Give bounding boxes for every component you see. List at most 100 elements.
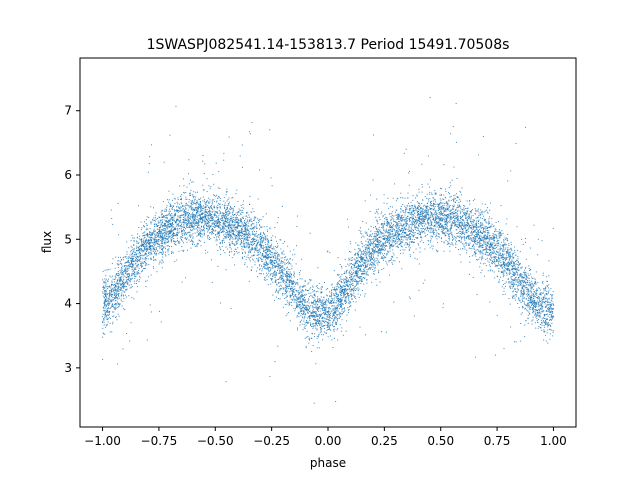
scatter-point	[229, 212, 231, 214]
scatter-point	[168, 230, 170, 232]
scatter-point	[191, 213, 193, 215]
scatter-point	[432, 229, 434, 231]
scatter-point	[400, 216, 402, 218]
scatter-point	[526, 295, 528, 297]
scatter-point	[436, 226, 438, 228]
scatter-point	[428, 210, 430, 212]
scatter-point	[192, 218, 194, 220]
scatter-point	[285, 297, 287, 299]
scatter-point	[383, 229, 385, 231]
scatter-point	[490, 239, 492, 241]
scatter-point	[522, 293, 524, 295]
scatter-point	[548, 289, 550, 291]
scatter-point	[538, 312, 540, 314]
scatter-point	[529, 312, 531, 314]
scatter-point	[304, 280, 306, 282]
scatter-point	[365, 222, 367, 224]
scatter-point	[200, 209, 202, 211]
scatter-point	[458, 240, 460, 242]
scatter-point	[544, 295, 546, 297]
scatter-point	[200, 218, 202, 220]
scatter-point	[374, 249, 376, 251]
scatter-point	[312, 316, 314, 318]
scatter-point	[192, 223, 194, 225]
scatter-point	[173, 197, 175, 199]
scatter-point	[527, 306, 529, 308]
scatter-point	[105, 307, 106, 309]
scatter-point	[541, 306, 543, 308]
scatter-point	[257, 267, 259, 269]
scatter-point	[520, 292, 522, 294]
scatter-point	[132, 271, 134, 273]
scatter-point	[501, 230, 503, 232]
scatter-point	[315, 313, 317, 315]
scatter-point	[381, 224, 383, 226]
scatter-point	[419, 220, 421, 222]
scatter-point	[192, 233, 194, 235]
scatter-point	[187, 249, 189, 251]
scatter-point	[501, 253, 503, 255]
scatter-point	[370, 263, 372, 265]
scatter-point	[102, 358, 104, 360]
scatter-point	[513, 268, 515, 270]
scatter-point	[313, 311, 314, 313]
scatter-point	[535, 302, 537, 304]
scatter-point	[439, 207, 441, 208]
scatter-point	[160, 321, 162, 323]
scatter-point	[429, 231, 431, 233]
scatter-point	[347, 263, 349, 265]
scatter-point	[308, 282, 310, 284]
scatter-point	[319, 300, 321, 302]
scatter-point	[198, 221, 200, 223]
scatter-point	[437, 217, 439, 219]
scatter-point	[235, 238, 237, 240]
scatter-point	[525, 309, 527, 311]
scatter-point	[504, 263, 506, 265]
scatter-point	[522, 295, 524, 297]
scatter-point	[523, 289, 525, 291]
scatter-point	[534, 304, 536, 306]
scatter-point	[372, 233, 374, 235]
scatter-point	[402, 234, 404, 236]
scatter-point	[438, 222, 440, 224]
scatter-point	[334, 289, 336, 291]
scatter-point	[383, 202, 385, 204]
scatter-point	[549, 319, 551, 321]
scatter-point	[333, 314, 335, 316]
scatter-point	[528, 305, 530, 307]
scatter-point	[485, 246, 487, 248]
scatter-point	[355, 252, 357, 254]
scatter-point	[154, 217, 156, 219]
scatter-point	[129, 254, 131, 256]
scatter-point	[146, 234, 148, 236]
scatter-point	[131, 269, 133, 271]
scatter-point	[259, 218, 261, 220]
scatter-point	[338, 301, 340, 303]
scatter-point	[284, 259, 286, 261]
scatter-point	[214, 212, 216, 214]
scatter-point	[444, 218, 446, 220]
scatter-point	[410, 216, 412, 218]
scatter-point	[197, 209, 199, 211]
scatter-point	[441, 205, 443, 207]
scatter-point	[106, 296, 108, 298]
scatter-point	[449, 205, 451, 207]
scatter-point	[299, 300, 301, 302]
scatter-point	[537, 311, 539, 313]
scatter-point	[484, 203, 486, 205]
scatter-point	[180, 206, 182, 208]
scatter-point	[497, 239, 499, 241]
scatter-point	[130, 322, 132, 324]
scatter-point	[535, 303, 537, 305]
scatter-point	[393, 223, 395, 225]
scatter-point	[204, 208, 206, 210]
scatter-point	[499, 247, 501, 249]
scatter-point	[280, 257, 282, 259]
scatter-point	[290, 295, 292, 297]
scatter-point	[326, 304, 328, 306]
scatter-point	[550, 288, 552, 290]
scatter-point	[296, 302, 298, 304]
scatter-point	[235, 237, 237, 239]
scatter-point	[226, 191, 228, 193]
scatter-point	[419, 208, 421, 210]
